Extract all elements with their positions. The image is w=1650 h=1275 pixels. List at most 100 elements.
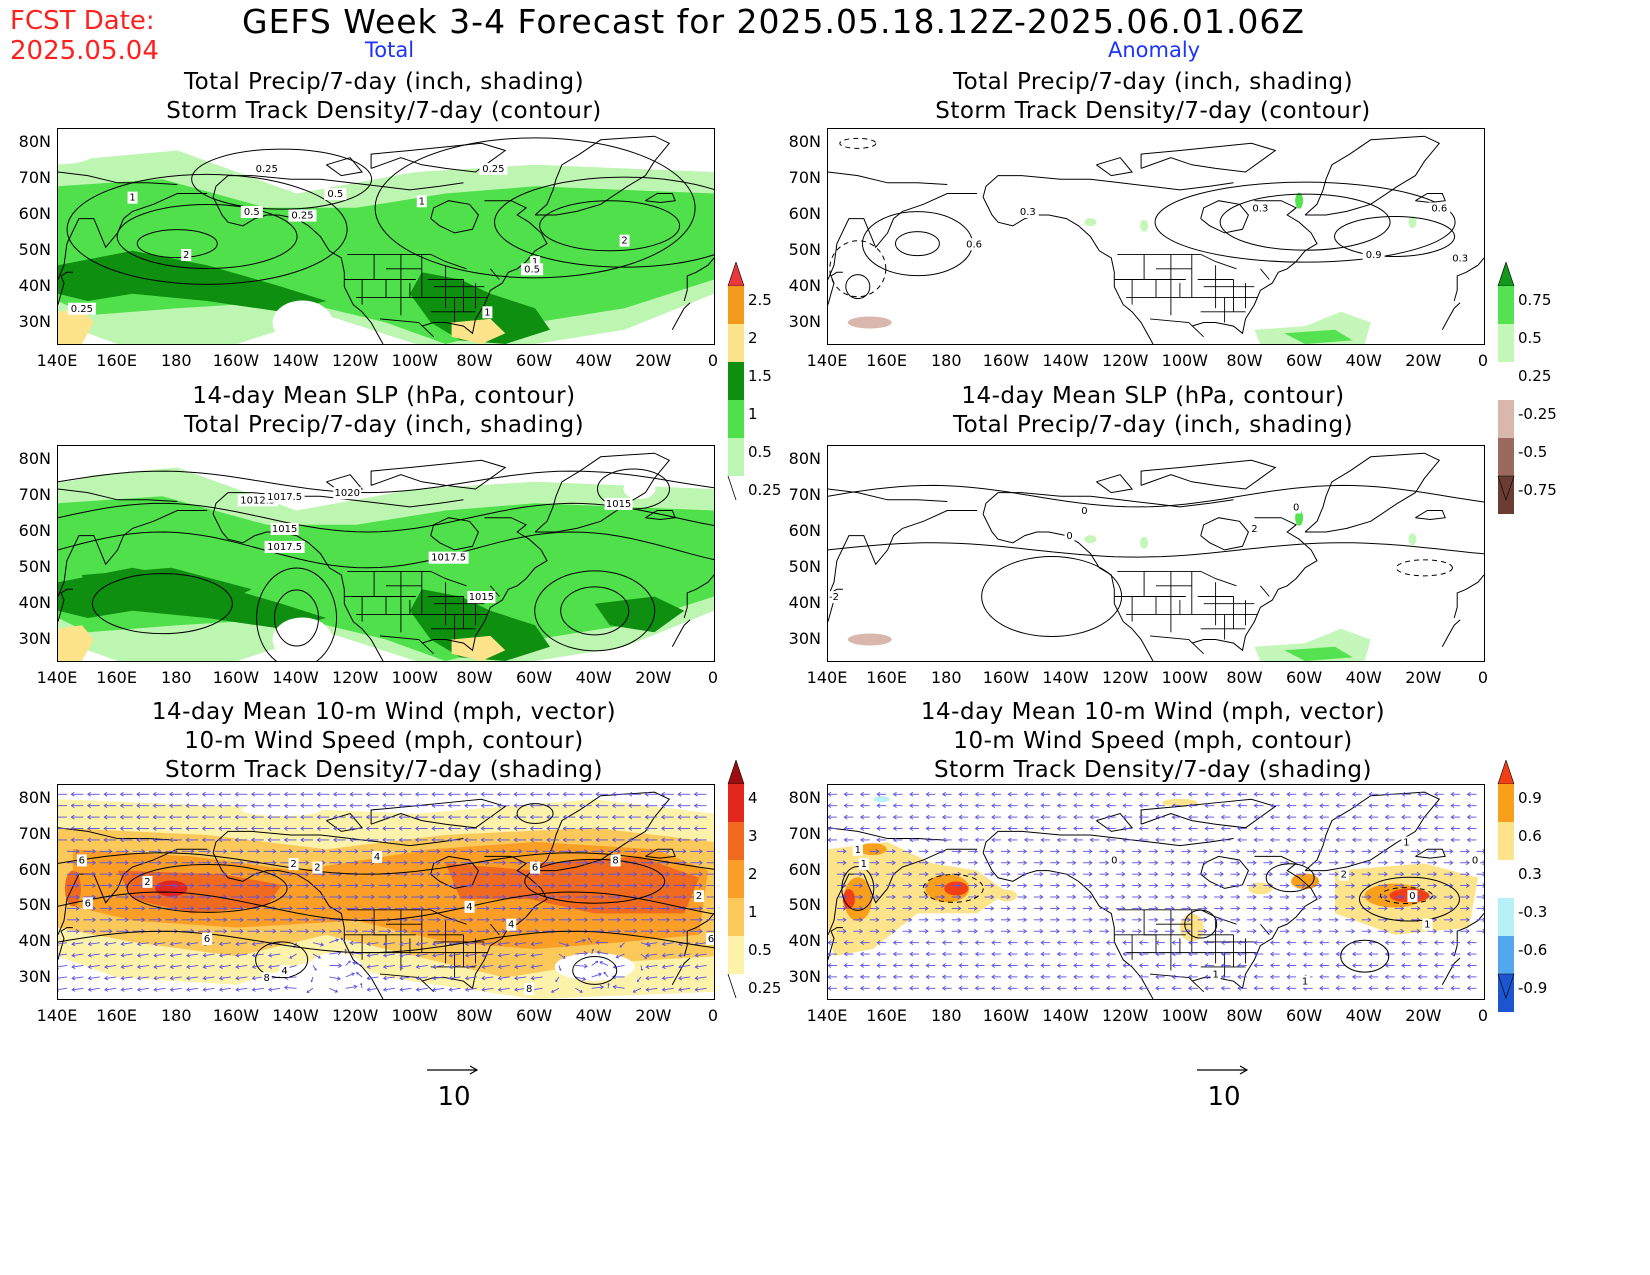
wind-vector-head: [1269, 951, 1274, 957]
wind-vector-head: [513, 826, 518, 831]
wind-vector-head: [843, 791, 848, 797]
contour-line: [58, 891, 714, 922]
wind-vector-head: [120, 987, 125, 992]
wind-vector-head: [218, 837, 223, 843]
wind-vector-head: [481, 964, 486, 969]
wind-vector-head: [1088, 883, 1093, 888]
precip-2in: [451, 318, 506, 344]
wind-vector-head: [1072, 917, 1077, 923]
wind-vector-head: [141, 871, 146, 877]
wind-vector-head: [289, 955, 293, 959]
wind-vector-head: [859, 928, 864, 934]
wind-vector: [646, 942, 658, 945]
wind-vector-head: [562, 803, 567, 809]
wind-vector: [514, 953, 527, 957]
wind-vector-head: [1285, 871, 1290, 877]
contour-line: [256, 567, 338, 661]
storm-3: [155, 880, 188, 897]
colorbar-segment: [1498, 860, 1514, 898]
wind-vector-head: [108, 928, 113, 934]
wind-vector-head: [1285, 906, 1290, 911]
panel-r1-left-title: Total Precip/7-day (inch, shading) Storm…: [166, 68, 602, 126]
lon-tick-label: 160E: [96, 1006, 137, 1025]
contour-label-box: [479, 163, 508, 175]
lat-tick-label: 60N: [18, 521, 51, 540]
wind-vector-head: [268, 987, 273, 992]
contour-line: [828, 542, 1484, 558]
wind-vector-head: [567, 917, 572, 923]
wind-vector-head: [431, 826, 436, 831]
lon-tick-label: 160E: [96, 351, 137, 370]
wind-vector-head: [1450, 985, 1455, 991]
wind-vector: [575, 952, 588, 955]
contour-label: 1: [861, 859, 867, 870]
wind-vector-head: [1105, 848, 1110, 854]
contour-label-box: [1291, 501, 1302, 514]
wind-vector-head: [120, 953, 125, 958]
contour-line: [58, 531, 714, 569]
wind-vector-head: [909, 803, 914, 809]
wind-vector-head: [678, 964, 683, 969]
wind-vector-head: [403, 906, 408, 911]
contour-label-box: [312, 861, 323, 874]
wind-vector-head: [497, 941, 502, 947]
wind-vector: [345, 973, 355, 978]
wind-vector-head: [677, 826, 682, 831]
wind-vector-head: [334, 989, 339, 993]
wind-vector-head: [925, 940, 930, 946]
wind-vector: [203, 976, 215, 979]
wind-vector-head: [941, 814, 946, 820]
wind-vector-head: [1073, 985, 1078, 991]
contour-label: 1015: [272, 524, 297, 535]
wind-vector-head: [448, 964, 453, 969]
wind-vector-head: [1384, 951, 1389, 957]
wind-vector-head: [551, 928, 556, 934]
colorbar-graphic: [1497, 759, 1515, 1012]
wind-vector-head: [698, 860, 703, 866]
wind-vector-head: [464, 814, 469, 820]
wind-vector-head: [464, 987, 469, 992]
wind-vector-head: [1433, 814, 1438, 820]
wind-vector-head: [481, 987, 486, 992]
title-line: 10-m Wind Speed (mph, contour): [953, 728, 1353, 754]
wind-vector-head: [973, 917, 978, 923]
wind-vector-head: [1237, 974, 1242, 980]
wind-vector-head: [1007, 985, 1012, 991]
wind-vector-head: [1401, 951, 1406, 957]
contour-line: [539, 200, 681, 252]
wind-vector-head: [1072, 860, 1077, 866]
wind-vector-head: [206, 917, 211, 923]
wind-vector: [268, 987, 281, 991]
wind-vector-head: [958, 985, 963, 991]
wind-vector-head: [387, 894, 392, 900]
wind-vector-head: [567, 860, 572, 866]
lon-tick-label: 180: [160, 1006, 192, 1025]
wind-vector-head: [239, 871, 244, 877]
wind-vector-head: [1007, 974, 1012, 980]
contour-label: 6: [79, 855, 85, 866]
wind-vector-head: [600, 894, 605, 900]
contour-label-box: [240, 206, 263, 218]
wind-vector-head: [1302, 963, 1307, 968]
wind-vector: [695, 942, 707, 945]
wind-vector: [662, 965, 674, 968]
contour-label-box: [506, 918, 517, 931]
wind-vector-head: [828, 826, 832, 831]
wind-vector-head: [633, 871, 638, 877]
wind-vector-head: [578, 803, 583, 809]
wind-vector-head: [1334, 860, 1339, 866]
wind-vector-head: [1334, 894, 1339, 900]
wind-vector-head: [349, 791, 354, 797]
contour-line: [1358, 876, 1460, 922]
panel-r2-left-title: 14-day Mean SLP (hPa, contour) Total Pre…: [184, 382, 584, 440]
wind-vector-head: [1384, 974, 1389, 980]
wind-vector-head: [414, 837, 419, 843]
wind-vector-head: [420, 871, 425, 877]
wind-vector-head: [1089, 974, 1094, 980]
wind-vector-head: [1204, 985, 1209, 991]
contour-label-box: [963, 238, 986, 251]
wind-vector-head: [991, 974, 996, 980]
wind-vector: [383, 976, 396, 979]
wind-vector-head: [300, 814, 305, 820]
